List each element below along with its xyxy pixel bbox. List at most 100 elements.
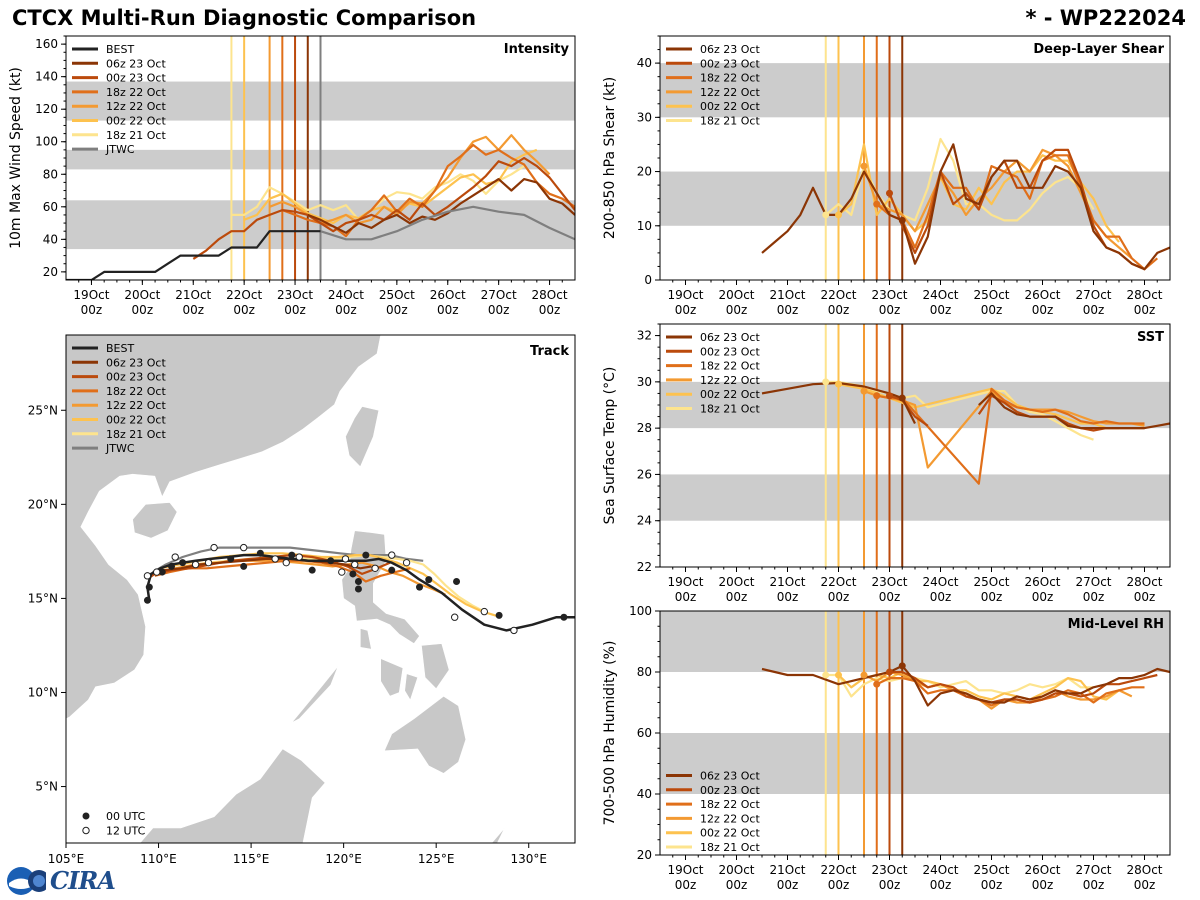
shear-xtick-label: 23Oct [871, 288, 907, 302]
sst-xtick-label: 22Oct [820, 575, 856, 589]
intensity-xtick-label: 00z [335, 303, 357, 317]
track-xtick-label: 120°E [325, 852, 362, 866]
track-legend-label: BEST [106, 342, 134, 355]
track-ytick-label: 15°N [28, 591, 58, 605]
rh-xtick-label: 00z [1083, 878, 1105, 892]
shear-xtick-label: 27Oct [1075, 288, 1111, 302]
rh-legend-label: 00z 23 Oct [700, 784, 760, 797]
rh-xtick-label: 00z [828, 878, 850, 892]
sst-init-marker [822, 378, 830, 386]
intensity-ylabel: 10m Max Wind Speed (kt) [8, 67, 24, 249]
intensity-xtick-label: 00z [233, 303, 255, 317]
intensity-legend-label: 12z 22 Oct [106, 100, 166, 113]
track-dot-00utc [453, 577, 461, 585]
shear-xtick-label: 19Oct [667, 288, 703, 302]
intensity-ytick-label: 80 [43, 167, 58, 181]
track-legend-label: 18z 22 Oct [106, 385, 166, 398]
shear-xtick-label: 00z [675, 303, 697, 317]
shear-xtick-label: 00z [726, 303, 748, 317]
land-panay-negros [380, 658, 404, 697]
rh-band [660, 733, 1170, 794]
track-legend-label: 06z 23 Oct [106, 356, 166, 369]
rh-series-18z-21-oct [825, 673, 1094, 698]
track-dot-12utc [143, 572, 152, 580]
intensity-xtick-label: 25Oct [379, 288, 415, 302]
track-dot-00utc [158, 568, 166, 576]
track-ytick-label: 20°N [28, 497, 58, 511]
sst-xtick-label: 27Oct [1075, 575, 1111, 589]
track-dot-12utc [204, 558, 213, 567]
shear-ytick-label: 20 [637, 165, 652, 179]
land-luzon [341, 530, 420, 645]
intensity-xtick-label: 00z [539, 303, 561, 317]
intensity-xtick-label: 00z [437, 303, 459, 317]
intensity-ytick-label: 120 [35, 102, 58, 116]
sst-xtick-label: 26Oct [1024, 575, 1060, 589]
sst-init-marker [860, 387, 868, 395]
track-dot-00utc [560, 613, 568, 621]
rh-xtick-label: 24Oct [922, 863, 958, 877]
intensity-xtick-label: 21Oct [175, 288, 211, 302]
shear-legend-label: 12z 22 Oct [700, 86, 760, 99]
track-ytick-label: 25°N [28, 403, 58, 417]
shear-ytick-label: 30 [637, 110, 652, 124]
track-dot-12utc [295, 553, 303, 561]
shear-xtick-label: 00z [1032, 303, 1054, 317]
sst-xtick-label: 00z [828, 590, 850, 604]
figure-title: CTCX Multi-Run Diagnostic Comparison [12, 6, 477, 30]
rh-init-marker [835, 671, 842, 679]
rh-series-00z-22-oct [837, 670, 1120, 701]
land-mindoro [360, 628, 372, 650]
intensity-panel-title: Intensity [504, 42, 570, 57]
track-xtick-label: 105°E [48, 852, 85, 866]
land-samar-leyte [421, 643, 450, 690]
shear-ylabel: 200-850 hPa Shear (kt) [602, 77, 618, 239]
land-borneo [139, 748, 326, 843]
intensity-xtick-label: 19Oct [73, 288, 109, 302]
sst-xtick-label: 19Oct [667, 575, 703, 589]
track-panel-title: Track [530, 344, 569, 359]
track-dot-00utc [227, 555, 235, 563]
track-dot-00utc [388, 566, 396, 574]
rh-xtick-label: 23Oct [871, 863, 907, 877]
intensity-series-00z-22-oct [243, 148, 538, 225]
intensity-ytick-label: 60 [43, 200, 58, 214]
sst-series-06z-23-oct [978, 392, 1170, 430]
rh-ytick-label: 80 [637, 665, 652, 679]
sst-legend-label: 00z 22 Oct [700, 388, 760, 401]
track-dot-00utc [354, 577, 362, 585]
sst-xtick-label: 28Oct [1126, 575, 1162, 589]
rh-panel: 2040608010019Oct00z20Oct00z21Oct00z22Oct… [602, 604, 1171, 892]
sst-ytick-label: 30 [637, 375, 652, 389]
land-cebu [404, 673, 419, 701]
track-dot-00utc [354, 585, 362, 593]
rh-xtick-label: 00z [726, 878, 748, 892]
track-dot-00utc [308, 566, 316, 574]
sst-ylabel: Sea Surface Temp (°C) [602, 367, 618, 525]
track-dot-12utc [388, 551, 396, 559]
intensity-xtick-label: 00z [488, 303, 510, 317]
rh-xtick-label: 00z [879, 878, 901, 892]
intensity-xtick-label: 00z [386, 303, 408, 317]
sst-init-marker [835, 380, 842, 388]
shear-xtick-label: 26Oct [1024, 288, 1060, 302]
sst-legend-label: 12z 22 Oct [700, 374, 760, 387]
land-palawan [291, 665, 339, 723]
sst-xtick-label: 00z [675, 590, 697, 604]
track-dot-12utc [338, 568, 346, 576]
rh-legend-label: 18z 21 Oct [700, 841, 760, 854]
sst-xtick-label: 24Oct [922, 575, 958, 589]
track-dot-12utc [152, 568, 161, 576]
sst-xtick-label: 00z [930, 590, 952, 604]
land-halmahera [491, 827, 505, 843]
intensity-legend-label: 06z 23 Oct [106, 57, 166, 70]
shear-legend-label: 18z 21 Oct [700, 115, 760, 128]
track-dot-12utc [239, 543, 248, 552]
intensity-xtick-label: 22Oct [226, 288, 262, 302]
rh-xtick-label: 25Oct [973, 863, 1009, 877]
shear-init-marker [822, 211, 830, 219]
shear-xtick-label: 00z [1083, 303, 1105, 317]
rh-ytick-label: 100 [629, 604, 652, 618]
shear-xtick-label: 00z [1134, 303, 1156, 317]
track-dot-12utc [210, 543, 218, 552]
